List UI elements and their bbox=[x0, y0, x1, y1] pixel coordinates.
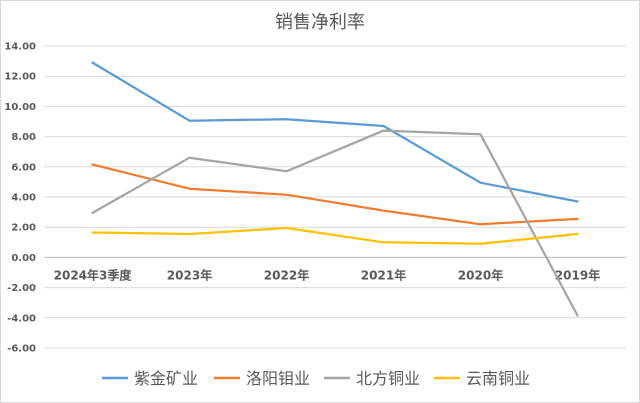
y-tick-label: 6.00 bbox=[11, 162, 36, 173]
y-tick-label: 14.00 bbox=[4, 42, 36, 53]
y-tick-label: 8.00 bbox=[11, 132, 36, 143]
x-tick-label: 2020年 bbox=[458, 267, 503, 282]
series-line-4 bbox=[91, 226, 579, 245]
y-tick-label: 2.00 bbox=[11, 223, 36, 234]
x-tick-label: 2024年3季度 bbox=[54, 267, 133, 282]
series-line-3 bbox=[91, 129, 579, 317]
x-tick-label: 2022年 bbox=[264, 267, 309, 282]
y-tick-label: 12.00 bbox=[4, 72, 36, 83]
series-line-1 bbox=[91, 61, 579, 203]
legend-label: 北方铜业 bbox=[356, 369, 420, 388]
y-tick-label: -2.00 bbox=[7, 283, 36, 294]
x-tick-label: 2023年 bbox=[167, 267, 212, 282]
y-tick-label: 4.00 bbox=[11, 193, 36, 204]
y-tick-label: -4.00 bbox=[7, 313, 36, 324]
x-tick-label: 2019年 bbox=[555, 267, 600, 282]
legend-label: 紫金矿业 bbox=[134, 369, 198, 388]
y-tick-label: 10.00 bbox=[4, 102, 36, 113]
y-tick-label: 0.00 bbox=[11, 253, 36, 264]
series-line-2 bbox=[91, 163, 579, 226]
y-tick-label: -6.00 bbox=[7, 344, 36, 355]
chart-title: 销售净利率 bbox=[275, 12, 365, 33]
x-tick-label: 2021年 bbox=[361, 267, 406, 282]
legend-label: 洛阳钼业 bbox=[246, 369, 310, 388]
legend-label: 云南铜业 bbox=[466, 369, 530, 388]
